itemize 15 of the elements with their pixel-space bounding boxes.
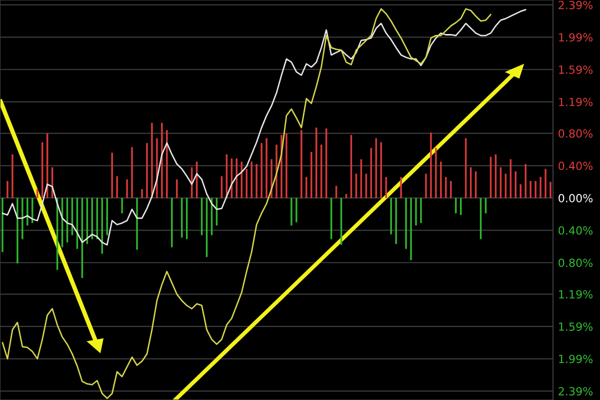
y-tick-label: 1.99%	[559, 33, 593, 42]
y-tick-label: 0.40%	[558, 162, 593, 170]
y-tick-label: 1.99%	[559, 354, 593, 364]
y-tick-label: 0.80%	[558, 258, 593, 268]
y-tick-label: 1.59%	[559, 65, 593, 74]
y-tick-label: 0.00%	[558, 194, 593, 202]
y-tick-label: 1.19%	[559, 98, 593, 106]
y-tick-label: 0.80%	[558, 129, 593, 138]
y-tick-label: 2.39%	[558, 387, 593, 396]
line-series	[2, 8, 492, 400]
y-tick-label: 1.59%	[559, 322, 593, 331]
y-tick-label: 0.40%	[558, 226, 593, 235]
line-series	[2, 9, 526, 246]
y-tick-label: 2.39%	[558, 0, 593, 10]
y-tick-label: 1.19%	[559, 290, 593, 299]
